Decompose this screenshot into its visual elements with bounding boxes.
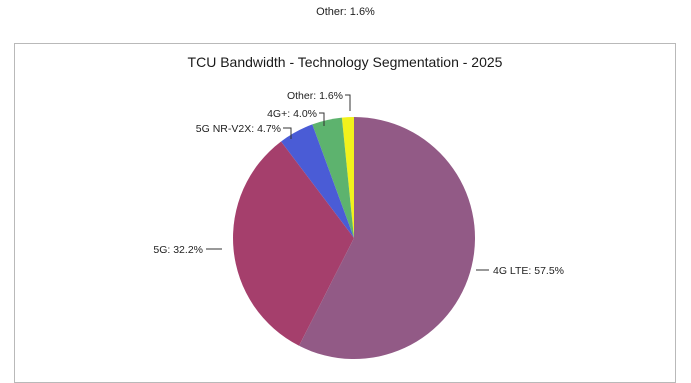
chart-frame: TCU Bandwidth - Technology Segmentation … [14,43,676,383]
chart-title: TCU Bandwidth - Technology Segmentation … [187,54,503,70]
slice-label-4g-: 4G+: 4.0% [267,108,317,120]
leader-line-5g-nr-v2x [283,127,292,139]
slice-label-5g: 5G: 32.2% [153,244,203,256]
pie-slice-5g-nr-v2x [281,124,354,238]
pie-chart: Other: 1.6% 4G+: 4.0% 5G NR-V2X: 4.7% 5G: 3… [153,90,564,360]
slice-label-other: Other: 1.6% [287,90,343,102]
pie-slice-5g [233,141,354,346]
pie-slice-4g- [312,117,354,238]
pie-slice-4g-lte [299,116,476,360]
top-caption: Other: 1.6% [316,6,375,18]
leader-line-4g- [319,112,325,126]
slice-label-5g-nr-v2x: 5G NR-V2X: 4.7% [196,123,281,135]
leader-line-other [345,94,351,111]
slice-label-4g-lte: 4G LTE: 57.5% [493,265,564,277]
pie-slice-other [341,117,354,238]
